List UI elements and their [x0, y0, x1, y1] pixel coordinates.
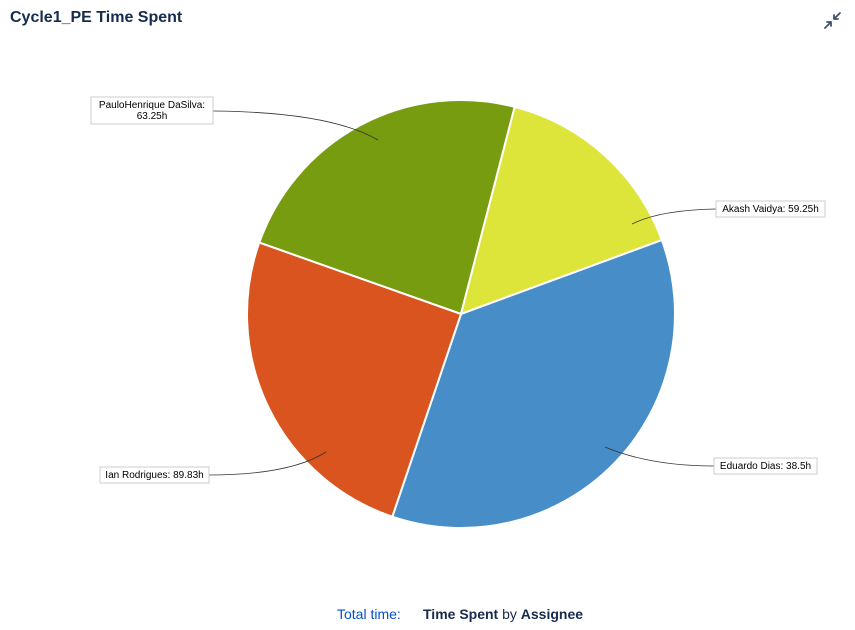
leader-line-eduardo-dias	[604, 446, 715, 467]
label-box-paulohenrique-dasilva	[90, 96, 214, 125]
label-box-ian-rodrigues	[99, 466, 210, 484]
leader-line-akash-vaidya	[631, 208, 717, 225]
pie-slice-akash-vaidya[interactable]	[257, 99, 516, 316]
collapse-arrows-icon[interactable]	[822, 10, 844, 32]
by-word: by	[502, 606, 517, 622]
total-time-link[interactable]: Total time:	[337, 606, 401, 622]
pie-chart: Akash Vaidya: 59.25h Eduardo Dias: 38.5h I…	[90, 96, 826, 529]
slice-label-paulohenrique-dasilva: PauloHenrique DaSilva: 63.25h	[99, 100, 205, 122]
statistic-type: Time Spent	[423, 606, 499, 622]
chart-footer: Total time: Time Spent by Assignee	[0, 606, 855, 626]
slice-label-akash-vaidya: Akash Vaidya: 59.25h	[722, 204, 819, 215]
slice-label-ian-rodrigues: Ian Rodrigues: 89.83h	[105, 470, 203, 481]
page-title: Cycle1_PE Time Spent	[10, 9, 183, 26]
leader-line-paulohenrique-dasilva	[212, 110, 379, 141]
pie-slice-paulohenrique-dasilva[interactable]	[246, 241, 463, 518]
pie-slice-eduardo-dias[interactable]	[459, 105, 664, 316]
label-box-eduardo-dias	[713, 457, 818, 475]
leader-line-ian-rodrigues	[208, 451, 327, 476]
label-box-akash-vaidya	[715, 200, 826, 218]
slice-label-eduardo-dias: Eduardo Dias: 38.5h	[720, 461, 811, 472]
statistic-field: Assignee	[520, 606, 584, 622]
pie-slice-ian-rodrigues[interactable]	[391, 238, 676, 529]
statistic-description: Time Spent by Assignee	[423, 606, 583, 622]
